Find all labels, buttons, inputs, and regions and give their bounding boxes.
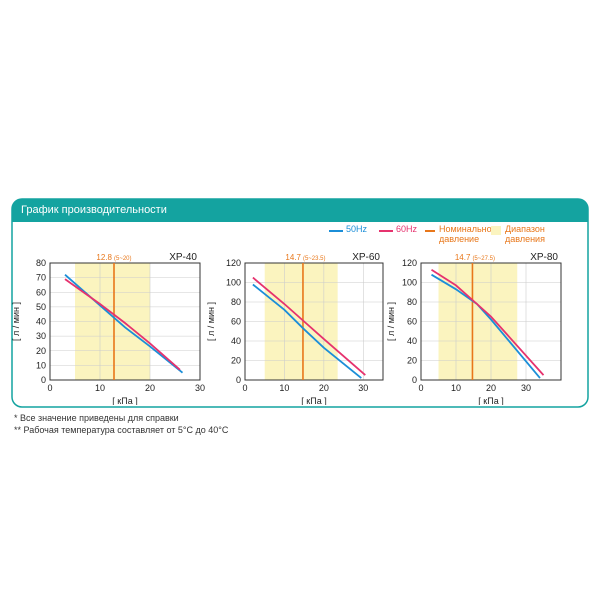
y-tick-label: 0 <box>41 375 46 385</box>
y-tick-label: 20 <box>231 356 241 366</box>
y-tick-label: 20 <box>407 356 417 366</box>
plot-frame <box>420 262 562 381</box>
y-tick-label: 100 <box>402 278 417 288</box>
y-tick-label: 40 <box>231 336 241 346</box>
y-axis-label: [ л / мин ] <box>11 302 21 341</box>
x-tick-label: 10 <box>451 383 461 393</box>
legend-50hz-label: 50Hz <box>346 224 368 234</box>
x-tick-label: 20 <box>145 383 155 393</box>
legend-nominal-swatch <box>425 230 435 232</box>
x-axis-label: [ кПа ] <box>478 396 503 405</box>
series-line-60hz <box>252 276 366 376</box>
panel-title: График производительности <box>21 204 167 216</box>
x-tick-label: 30 <box>358 383 368 393</box>
plot-frame <box>244 262 384 381</box>
y-tick-label: 40 <box>36 317 46 327</box>
y-tick-label: 60 <box>407 317 417 327</box>
nominal-value-label: 12.8 <box>96 253 112 262</box>
x-tick-label: 0 <box>242 383 247 393</box>
legend-60hz-label: 60Hz <box>396 224 418 234</box>
legend-range-line1: Диапазон <box>505 224 545 234</box>
x-tick-label: 20 <box>486 383 496 393</box>
legend-60hz-swatch <box>379 230 393 232</box>
model-label: XP-80 <box>530 252 558 263</box>
y-tick-label: 0 <box>236 375 241 385</box>
x-tick-label: 0 <box>47 383 52 393</box>
legend-range-label: Диапазон давления <box>505 224 545 244</box>
legend-range-line2: давления <box>505 234 545 244</box>
series-line-60hz <box>431 269 545 376</box>
legend-nominal-line2: давление <box>439 234 480 244</box>
y-tick-label: 40 <box>407 336 417 346</box>
y-tick-label: 80 <box>231 297 241 307</box>
x-tick-label: 30 <box>195 383 205 393</box>
plot-frame <box>49 262 201 381</box>
y-tick-label: 100 <box>226 278 241 288</box>
y-tick-label: 50 <box>36 302 46 312</box>
y-tick-label: 70 <box>36 273 46 283</box>
pressure-range-label: (5~27.5) <box>472 256 495 262</box>
legend-nominal-line1: Номинальное <box>439 224 497 234</box>
y-tick-label: 30 <box>36 331 46 341</box>
x-tick-label: 20 <box>319 383 329 393</box>
x-tick-label: 10 <box>95 383 105 393</box>
series-line-60hz <box>64 278 181 371</box>
y-tick-label: 60 <box>231 317 241 327</box>
footnote-1: * Все значение приведены для справки <box>14 413 179 423</box>
x-tick-label: 0 <box>418 383 423 393</box>
chart-xp-60: 0 20 40 60 80 100 120 0 10 20 30 XP-60 14.7 (5~23.5) [… <box>206 252 384 405</box>
y-tick-label: 80 <box>36 258 46 268</box>
x-axis-label: [ кПа ] <box>112 396 137 405</box>
chart-xp-40: 0 10 20 30 40 50 60 70 80 0 10 20 30 XP-40 12.8 (5~20) [… <box>11 252 205 405</box>
series-line-50hz <box>252 283 362 379</box>
footnotes: * Все значение приведены для справки ** … <box>14 412 228 436</box>
legend-nominal-label: Номинальное давление <box>439 224 497 244</box>
pressure-range-label: (5~20) <box>114 256 132 262</box>
y-tick-label: 120 <box>402 258 417 268</box>
pressure-range-label: (5~23.5) <box>303 256 326 262</box>
legend-50hz-swatch <box>329 230 343 232</box>
y-tick-label: 120 <box>226 258 241 268</box>
x-tick-label: 10 <box>279 383 289 393</box>
x-axis-label: [ кПа ] <box>301 396 326 405</box>
y-tick-label: 20 <box>36 346 46 356</box>
y-axis-label: [ л / мин ] <box>386 302 396 341</box>
legend-range-swatch <box>491 226 501 235</box>
y-tick-label: 60 <box>36 287 46 297</box>
nominal-value-label: 14.7 <box>285 253 301 262</box>
y-tick-label: 80 <box>407 297 417 307</box>
x-tick-label: 30 <box>521 383 531 393</box>
y-axis-label: [ л / мин ] <box>206 302 216 341</box>
chart-xp-80: 0 20 40 60 80 100 120 0 10 20 30 XP-80 14.7 (5~27.5) [… <box>386 252 562 405</box>
model-label: XP-60 <box>352 252 380 263</box>
y-tick-label: 0 <box>412 375 417 385</box>
model-label: XP-40 <box>169 252 197 263</box>
footnote-2: ** Рабочая температура составляет от 5°C… <box>14 425 229 435</box>
nominal-value-label: 14.7 <box>455 253 471 262</box>
y-tick-label: 10 <box>36 360 46 370</box>
